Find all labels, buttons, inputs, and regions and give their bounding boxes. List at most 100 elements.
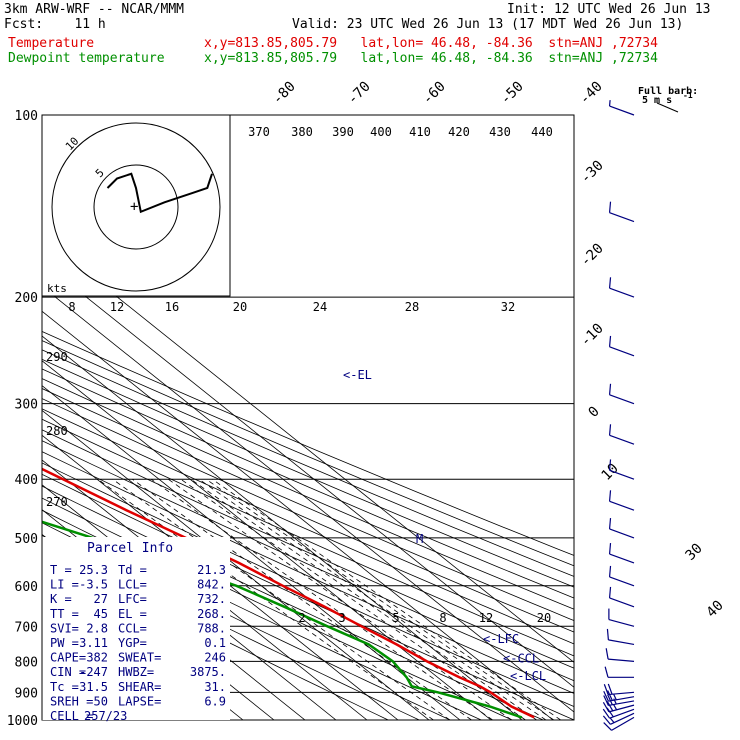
dry-adiabat-line [42, 368, 574, 599]
isotherm-label: -60 [420, 79, 449, 108]
parcel-row-value: 268. [197, 607, 226, 621]
legend-dewpoint-info: x,y=813.85,805.79 lat,lon= 46.48, -84.36… [204, 51, 658, 66]
theta-e-label: 280 [46, 424, 68, 438]
wind-barb [603, 683, 635, 696]
parcel-row-value: 31. [204, 680, 226, 694]
parcel-row-label: SWEAT= [118, 651, 161, 665]
isotherm-label: -70 [345, 79, 374, 108]
parcel-row-label: EL = [118, 607, 147, 621]
dry-adiabat-line [42, 408, 574, 645]
parcel-row-value: 732. [197, 592, 226, 606]
parcel-row-label: SHEAR= [118, 680, 161, 694]
parcel-row-label: TT = [50, 607, 79, 621]
wind-barb [602, 701, 635, 713]
isotherm-line [42, 310, 554, 720]
wind-legend-exponent: -1 [683, 91, 693, 100]
wind-barb [603, 716, 635, 731]
dry-adiabat-line [42, 340, 574, 567]
hodograph-trace [106, 172, 213, 214]
init-time: Init: 12 UTC Wed 26 Jun 13 [507, 2, 711, 17]
wind-barb [608, 335, 635, 357]
isotherm-label: -80 [270, 79, 299, 108]
isotherm-label: -10 [578, 321, 607, 350]
mixing-ratio-label: 32 [501, 300, 515, 314]
isotherm-label: -30 [578, 158, 607, 187]
isotherm-line [42, 385, 461, 720]
hodograph-unit: kts [47, 282, 67, 295]
theta-e-label: 290 [46, 350, 68, 364]
wind-barb-legend: Full barb: 5 m s -1 [638, 86, 698, 113]
wind-barb [608, 543, 635, 564]
parcel-row-value: 382 [86, 651, 108, 665]
hodograph-center-marker: + [130, 199, 138, 215]
dry-adiabat-line [42, 358, 574, 588]
dry-adiabat-line [42, 451, 574, 694]
parcel-row-label: LFC= [118, 592, 147, 606]
isotherm-label: 40 [704, 598, 727, 621]
theta-label: 370 [248, 125, 270, 139]
parcel-row-label: CAPE= [50, 651, 86, 665]
parcel-row-value: 45 [94, 607, 108, 621]
parcel-row-label: HWBZ= [118, 665, 154, 679]
valid-time: Valid: 23 UTC Wed 26 Jun 13 (17 MDT Wed … [292, 17, 684, 32]
wind-barb [608, 608, 635, 627]
parcel-row-value: 257/23 [84, 709, 127, 723]
parcel-row-value: 246 [204, 651, 226, 665]
parcel-row-value: 31.5 [79, 680, 108, 694]
isotherm-label: -20 [578, 241, 607, 270]
pressure-tick-label: 900 [15, 686, 38, 701]
parcel-row-value: 50 [94, 694, 108, 708]
parcel-row-label: YGP= [118, 636, 147, 650]
mixing-ratio-label: 8 [68, 300, 75, 314]
isotherm-label: 0 [586, 404, 603, 421]
wind-barb [606, 628, 635, 646]
legend-temperature-label: Temperature [8, 36, 95, 51]
parcel-row-label: T = [50, 563, 72, 577]
wind-barb [603, 690, 635, 702]
parcel-row-value: 0.1 [204, 636, 226, 650]
wind-barb [608, 100, 635, 116]
isotherm-label: -40 [577, 79, 606, 108]
forecast-hour: Fcst: 11 h [4, 17, 106, 32]
pressure-tick-label: 1000 [7, 714, 38, 729]
mixing-ratio-label: 16 [165, 300, 179, 314]
isotherm-label: 30 [683, 541, 706, 564]
mixing-ratio-label: 12 [479, 611, 493, 625]
theta-label: 440 [531, 125, 553, 139]
theta-label: 380 [291, 125, 313, 139]
parcel-info-title: Parcel Info [87, 541, 173, 556]
dry-adiabat-line [42, 398, 574, 633]
parcel-row-label: LCL= [118, 578, 147, 592]
pressure-tick-label: 400 [15, 473, 38, 488]
pressure-tick-label: 100 [15, 109, 38, 124]
isotherm-line [42, 285, 574, 713]
pressure-tick-label: 600 [15, 580, 38, 595]
wind-barb [603, 694, 635, 707]
mixing-ratio-line [198, 478, 547, 720]
isotherm-line [42, 409, 430, 720]
dry-adiabat-line [42, 440, 574, 682]
isotherm-line [42, 434, 399, 720]
dry-adiabat-line [42, 378, 574, 610]
wind-barb [604, 666, 634, 678]
parcel-row-label: PW = [50, 636, 79, 650]
parcel-row-value: 842. [197, 578, 226, 592]
level-annotation: <-LFC [483, 632, 519, 646]
parcel-row-label: Td = [118, 563, 147, 577]
wind-barb [608, 586, 635, 608]
theta-label: 420 [448, 125, 470, 139]
wind-barb [608, 201, 635, 223]
wind-barb [608, 277, 635, 298]
wind-barb [605, 648, 635, 662]
isotherm-line [42, 261, 574, 688]
wind-barb [608, 459, 635, 480]
parcel-row-label: Tc = [50, 680, 79, 694]
parcel-row-label: CCL= [118, 621, 147, 635]
dry-adiabat-line [42, 418, 574, 657]
wind-barb [608, 490, 635, 511]
wind-barb [608, 424, 635, 445]
parcel-row-value: 27 [94, 592, 108, 606]
theta-label: 390 [332, 125, 354, 139]
parcel-row-value: -247 [79, 665, 108, 679]
